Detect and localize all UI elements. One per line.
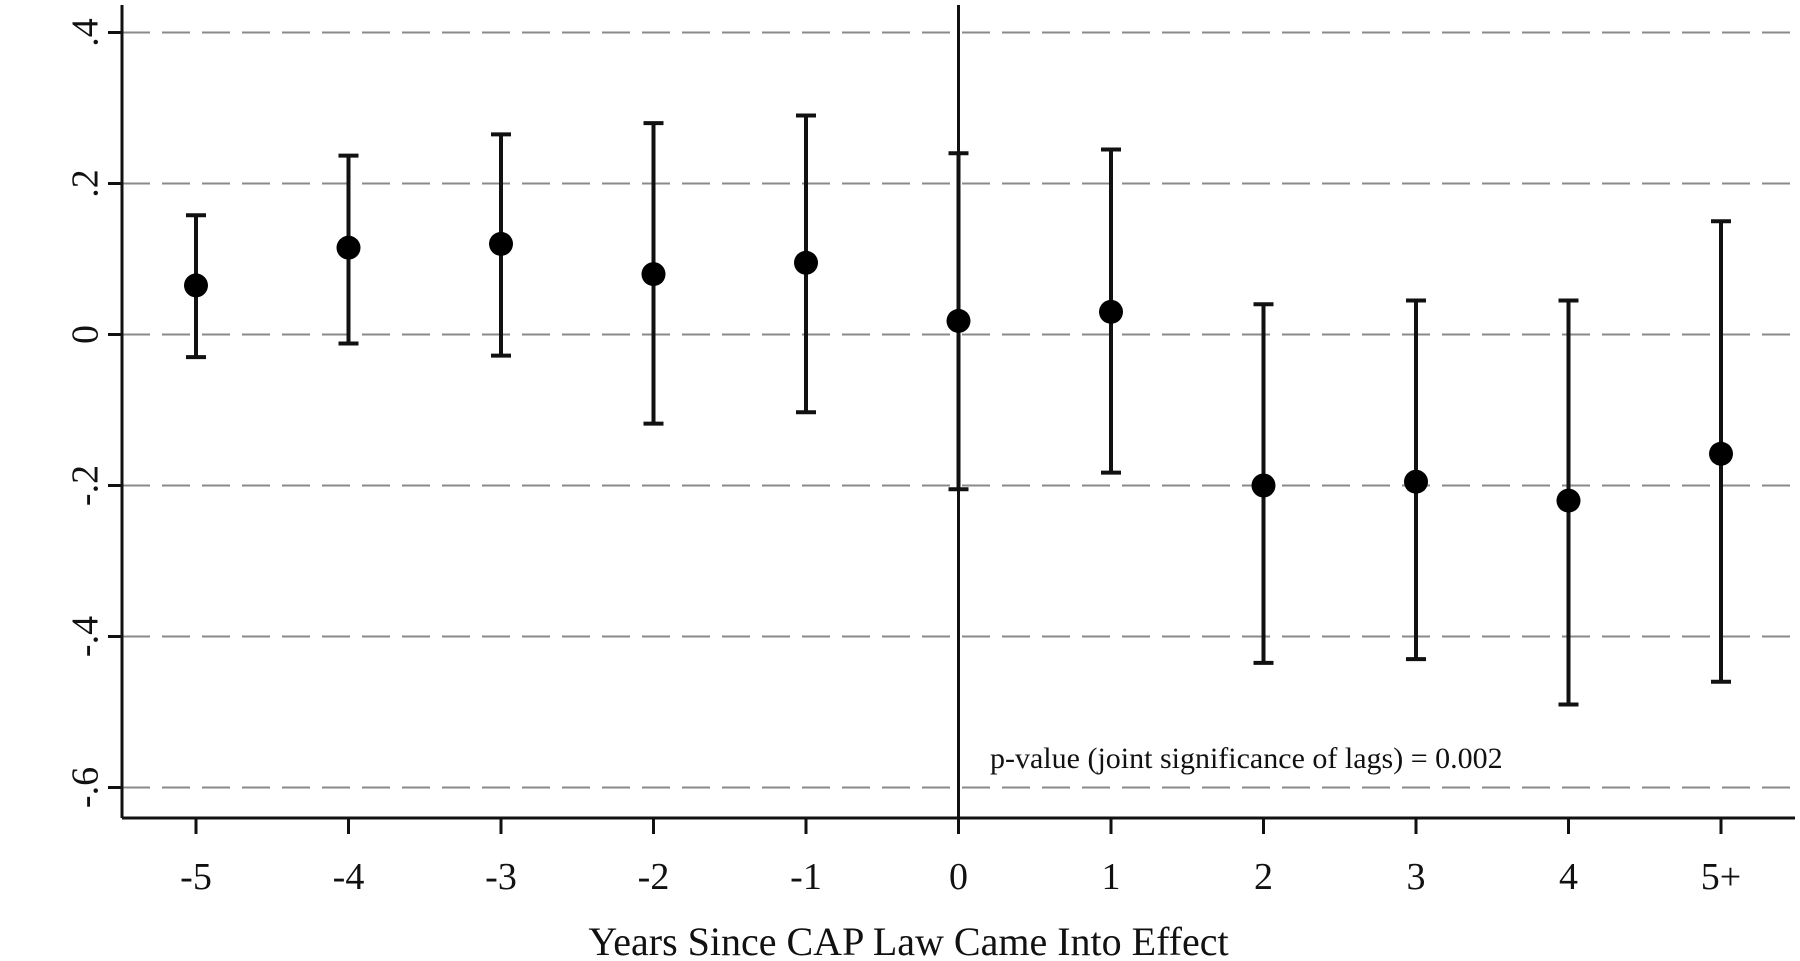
estimate-2 xyxy=(1251,302,1276,665)
point-estimate xyxy=(1709,441,1733,466)
estimate-0 xyxy=(946,151,971,492)
estimate--5 xyxy=(184,213,208,360)
x-tick-label: -3 xyxy=(485,856,517,898)
point-estimate xyxy=(336,235,361,260)
point-estimate xyxy=(1099,299,1123,324)
point-estimate xyxy=(489,231,513,256)
x-tick-label: 4 xyxy=(1559,856,1578,898)
x-tick-label: -2 xyxy=(638,856,670,898)
x-tick-label: 0 xyxy=(949,856,968,898)
y-tick-label: -.6 xyxy=(64,767,106,808)
x-axis-title: Years Since CAP Law Came Into Effect xyxy=(588,919,1228,961)
point-estimate xyxy=(946,308,971,333)
x-tick-label: -4 xyxy=(333,856,365,898)
point-estimate xyxy=(1556,488,1581,513)
estimate--2 xyxy=(641,121,666,426)
estimate-1 xyxy=(1099,147,1123,475)
x-tick-label: 5+ xyxy=(1701,856,1741,898)
point-estimate xyxy=(641,262,666,287)
estimate--4 xyxy=(336,153,361,346)
y-tick-label: -.4 xyxy=(64,616,106,657)
x-tick-label: -5 xyxy=(180,856,212,898)
estimate--1 xyxy=(794,113,818,415)
y-tick-label: -.2 xyxy=(64,465,106,506)
x-tick-label: 2 xyxy=(1254,856,1273,898)
x-tick-labels: -5 -4 -3 -2 -1 0 1 2 3 4 5+ xyxy=(180,818,1741,898)
estimate-5+ xyxy=(1709,219,1733,684)
x-tick-label: 3 xyxy=(1407,856,1426,898)
point-estimate xyxy=(184,273,208,298)
y-tick-label: .4 xyxy=(64,18,106,47)
estimate-3 xyxy=(1404,298,1428,662)
estimates-layer xyxy=(184,113,1733,707)
point-estimate xyxy=(794,250,818,275)
estimate--3 xyxy=(489,132,513,358)
estimate-4 xyxy=(1556,298,1581,707)
point-estimate xyxy=(1404,469,1428,494)
y-tick-label: 0 xyxy=(64,325,106,344)
x-tick-label: 1 xyxy=(1102,856,1121,898)
p-value-annotation: p-value (joint significance of lags) = 0… xyxy=(990,742,1503,775)
y-tick-label: .2 xyxy=(64,169,106,198)
gridlines xyxy=(108,31,1795,789)
x-tick-label: -1 xyxy=(790,856,822,898)
y-tick-labels: .4 .2 0 -.2 -.4 -.6 xyxy=(64,18,106,808)
point-estimate xyxy=(1251,473,1276,498)
